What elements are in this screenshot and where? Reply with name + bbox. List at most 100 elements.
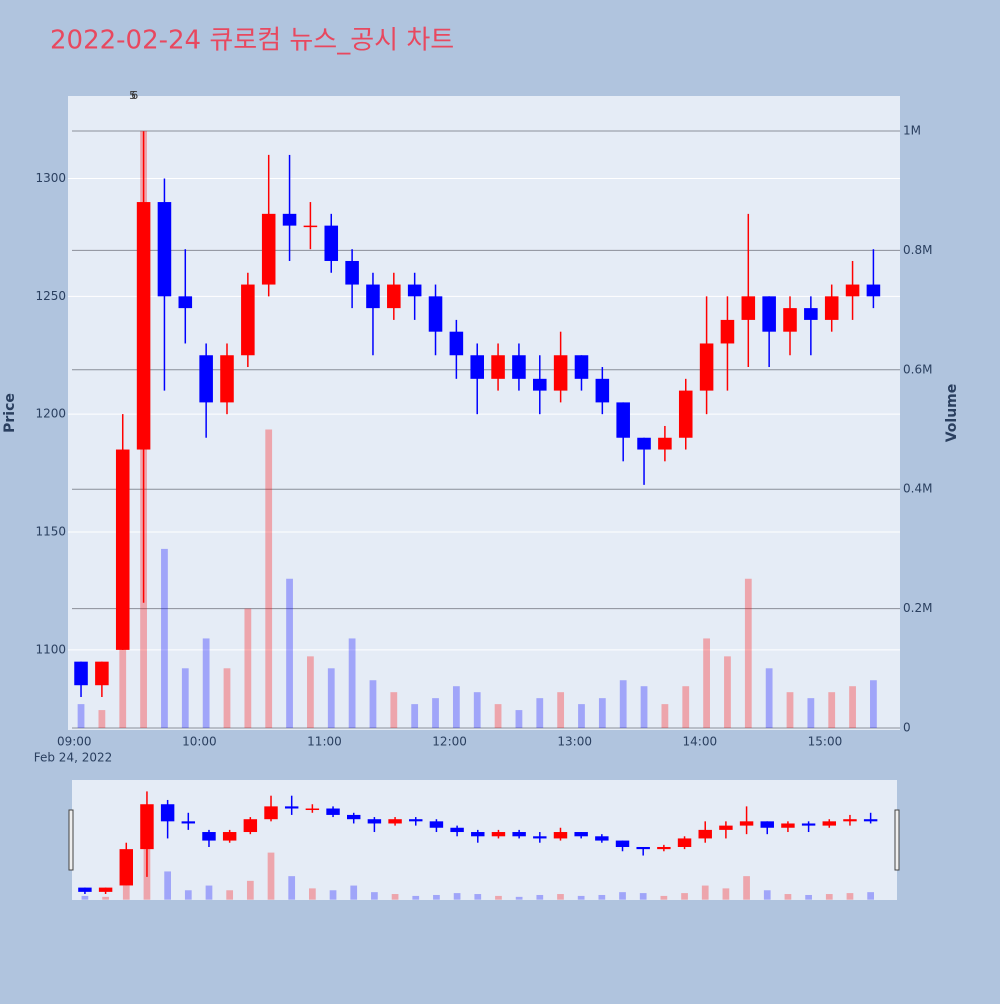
volume-bar [807,698,815,728]
y2-tick-label: 0.6M [903,362,932,376]
candle-body [658,437,672,450]
volume-bar [744,578,752,728]
candle-body [699,343,714,391]
candle-body [783,308,797,332]
slider-volume-bar [412,895,420,900]
slider-volume-bar [391,894,399,900]
slider-volume-bar [825,894,833,900]
candle-body [824,296,839,320]
candle-body [345,260,359,285]
x-date-label: Feb 24, 2022 [34,751,113,765]
x-tick-label: 13:00 [557,735,592,749]
volume-bar [369,680,377,728]
y-tick-label: 1300 [35,171,66,185]
slider-candle-body [843,819,857,822]
slider-volume-bar [122,885,130,900]
slider-candle-body [781,823,795,828]
candle-body [866,284,881,297]
slider-candle-body [222,832,237,841]
candle-body [136,202,151,450]
slider-volume-bar [619,892,626,900]
slider-volume-bar [763,890,771,900]
slider-volume-bar [267,852,275,900]
candle-body [220,355,234,403]
slider-volume-bar [288,876,296,900]
x-tick-label: 09:00 [57,735,92,749]
slider-handle[interactable] [68,809,74,871]
x-tick-label: 14:00 [683,735,718,749]
slider-volume-bar [102,896,109,900]
candle-body [470,355,484,379]
slider-volume-bar [164,871,171,900]
slider-candle-body [160,804,175,822]
candle-body [115,449,130,650]
candle-body [241,284,255,356]
volume-bar [640,686,648,728]
y-tick-label: 1200 [35,407,66,421]
volume-bar [161,548,168,728]
slider-volume-bar [846,893,854,900]
volume-bar [181,668,189,728]
slider-candle-body [181,821,196,824]
x-tick-label: 15:00 [808,735,843,749]
slider-candle-body [677,838,692,847]
candle-body [366,284,380,309]
slider-candle-body [739,821,754,826]
slider-candle-body [698,829,712,839]
volume-bar [348,638,356,728]
slider-volume-bar [557,894,564,900]
x-tick-label: 10:00 [182,735,217,749]
slider-volume-bar [433,894,440,900]
volume-bar [661,704,669,728]
slider-candle-body [284,806,299,809]
y-axis-title: Price [2,393,18,433]
slider-volume-bar [598,894,606,900]
y2-tick-label: 0 [903,721,911,735]
volume-bar [223,668,231,728]
volume-bar [598,698,606,728]
slider-volume-bar [495,895,502,900]
candle-body [845,284,860,297]
slider-candle-body [760,821,774,828]
slider-volume-bar [722,888,730,900]
slider-volume-bar [453,893,461,900]
volume-bar [473,692,481,728]
slider-candle-body [574,832,588,837]
candle-body [428,296,443,332]
slider-candle-body [119,849,133,886]
candle-body [804,308,818,320]
slider-volume-bar [205,885,213,900]
candle-body [574,355,589,379]
annotation: 6 [131,89,138,102]
y2-tick-label: 0.8M [903,243,932,257]
slider-candle-body [409,819,423,822]
slider-volume-bar [474,894,482,900]
y-tick-label: 1100 [35,642,66,656]
slider-candle-body [202,832,216,841]
slider-candle-body [553,832,568,839]
slider-candle-body [533,836,547,839]
candle-body [449,331,464,356]
slider-volume-bar [184,890,192,900]
candle-body [762,296,776,332]
slider-candle-body [657,846,671,850]
slider-volume-bar [226,890,234,900]
volume-bar [849,686,856,728]
slider-volume-bar [309,888,316,900]
candle-body [199,355,213,403]
slider-handle[interactable] [894,809,900,871]
slider-candle-body [636,846,650,850]
slider-volume-bar [350,885,358,900]
slider-volume-bar [784,894,792,900]
volume-bar [307,656,314,728]
slider-candle-body [719,825,733,830]
slider-volume-bar [660,895,668,900]
candle-body [407,284,422,297]
candle-body [95,661,109,686]
volume-bar [536,698,544,728]
slider-candle-body [450,827,464,833]
slider-volume-bar [577,895,585,900]
range-slider [72,780,897,900]
candle-body [637,437,651,450]
